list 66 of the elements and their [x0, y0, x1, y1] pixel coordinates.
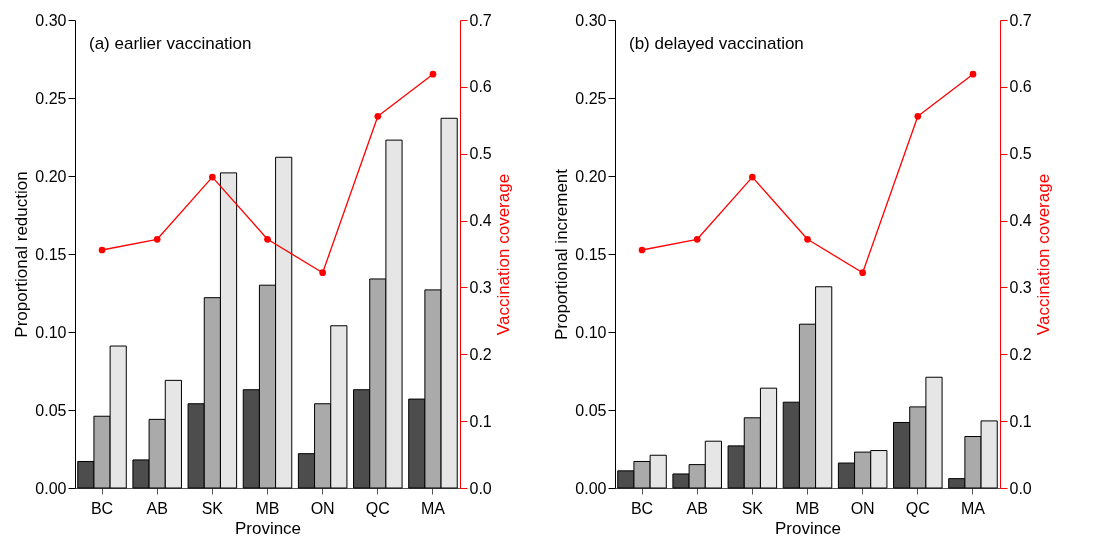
point	[969, 70, 977, 78]
y-tick-label: 0.15	[575, 245, 607, 263]
x-tick-label: QC	[365, 499, 390, 517]
y2-tick-label: 0.4	[469, 212, 492, 230]
point	[859, 269, 867, 277]
y-axis-title: Proportional reduction	[12, 171, 32, 338]
y-tick-label: 0.05	[35, 401, 67, 419]
point	[748, 173, 756, 181]
x-tick-label: QC	[905, 499, 930, 517]
x-tick-label: AB	[146, 499, 168, 517]
point	[319, 269, 327, 277]
y2-tick-label: 0.3	[469, 278, 492, 296]
y-tick-label: 0.00	[35, 479, 67, 497]
y-axis-title: Proportional increment	[552, 168, 572, 341]
point	[208, 173, 216, 181]
x-tick-label: MB	[255, 499, 280, 517]
x-tick-label: BC	[630, 499, 654, 517]
y2-tick-label: 0.7	[1009, 11, 1032, 29]
x-tick-label: AB	[686, 499, 708, 517]
x-tick-label: ON	[310, 499, 335, 517]
y2-tick-label: 0.5	[1009, 145, 1032, 163]
point	[98, 246, 106, 254]
x-tick-label: BC	[90, 499, 114, 517]
x-tick-label: SK	[201, 499, 224, 517]
point	[374, 112, 382, 120]
point	[693, 235, 701, 243]
y2-tick-label: 0.5	[469, 145, 492, 163]
y2-tick-label: 0.2	[469, 345, 492, 363]
y-tick-label: 0.30	[35, 11, 67, 29]
y2-axis-title: Vaccination coverage	[1033, 173, 1053, 336]
y-tick-label: 0.25	[575, 89, 607, 107]
x-axis-title: Province	[234, 518, 302, 538]
x-axis-title: Province	[774, 518, 842, 538]
y2-axis-title: Vaccination coverage	[493, 173, 513, 336]
y2-tick-label: 0.0	[469, 479, 492, 497]
x-tick-label: ON	[850, 499, 875, 517]
point	[153, 235, 161, 243]
y2-tick-label: 0.6	[469, 78, 492, 96]
y2-tick-label: 0.6	[1009, 78, 1032, 96]
point	[264, 235, 271, 243]
point	[638, 246, 646, 254]
y2-tick-label: 0.4	[1009, 212, 1032, 230]
y2-tick-label: 0.0	[1009, 479, 1032, 497]
point	[804, 235, 811, 243]
text: (b) delayed vaccination	[629, 34, 804, 53]
y-tick-label: 0.00	[575, 479, 607, 497]
y-tick-label: 0.30	[575, 11, 607, 29]
y2-tick-label: 0.7	[469, 11, 492, 29]
text: (a) earlier vaccination	[89, 34, 252, 53]
y-tick-label: 0.25	[35, 89, 67, 107]
y2-tick-label: 0.1	[469, 412, 492, 430]
x-tick-label: SK	[741, 499, 764, 517]
y-tick-label: 0.10	[575, 323, 607, 341]
y-tick-label: 0.20	[575, 167, 607, 185]
x-tick-label: MA	[420, 499, 446, 517]
y-tick-label: 0.10	[35, 323, 67, 341]
y-tick-label: 0.20	[35, 167, 67, 185]
y2-tick-label: 0.3	[1009, 278, 1032, 296]
y2-tick-label: 0.1	[1009, 412, 1032, 430]
point	[429, 70, 437, 78]
x-tick-label: MB	[795, 499, 820, 517]
point	[914, 112, 922, 120]
y-tick-label: 0.15	[35, 245, 67, 263]
y2-tick-label: 0.2	[1009, 345, 1032, 363]
x-tick-label: MA	[960, 499, 986, 517]
y-tick-label: 0.05	[575, 401, 607, 419]
